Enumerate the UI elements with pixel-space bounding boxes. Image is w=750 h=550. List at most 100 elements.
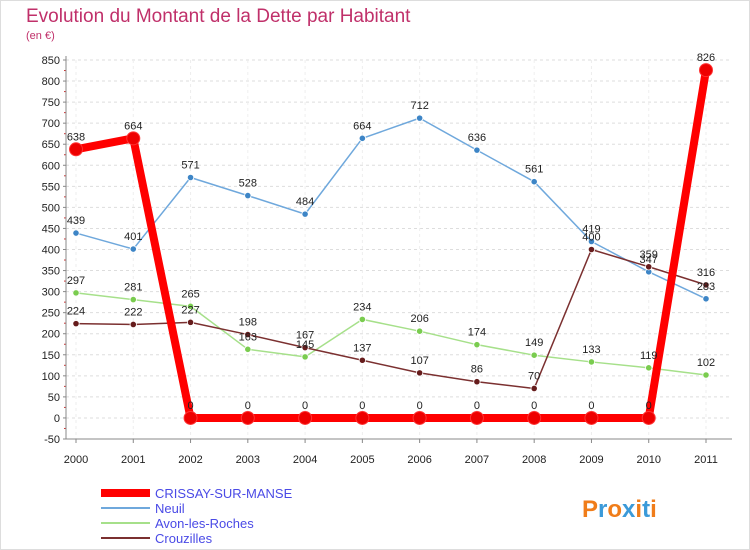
data-point	[298, 410, 313, 425]
data-point	[587, 358, 596, 366]
proxiti-logo: Proxiti	[582, 496, 657, 523]
data-label: 316	[697, 267, 715, 279]
y-tick-label: 250	[42, 308, 60, 320]
data-point	[416, 327, 424, 335]
data-label: 86	[471, 364, 483, 376]
data-point	[587, 237, 596, 246]
data-label: 571	[181, 159, 199, 171]
data-label: 419	[582, 223, 600, 235]
series-line	[75, 117, 707, 300]
logo-text: Proxiti	[582, 496, 657, 523]
data-point	[69, 142, 83, 157]
data-label: 0	[588, 400, 594, 412]
data-point	[416, 114, 424, 122]
logo-letter: P	[582, 496, 598, 523]
y-tick-label: 750	[42, 97, 60, 109]
y-tick-label: 550	[42, 181, 60, 193]
logo-letter: o	[607, 496, 622, 523]
data-label: 0	[531, 400, 537, 412]
data-point	[358, 134, 366, 142]
data-label: 281	[124, 282, 142, 294]
data-label: 167	[296, 330, 314, 342]
data-point	[702, 295, 710, 303]
data-point	[469, 410, 484, 425]
data-point	[244, 191, 252, 200]
y-tick-label: 0	[54, 413, 60, 425]
chart-title: Evolution du Montant de la Dette par Hab…	[26, 6, 411, 27]
y-tick-label: -50	[44, 434, 60, 446]
chart-subtitle: (en €)	[26, 30, 55, 42]
data-point	[244, 345, 252, 353]
y-tick-label: 700	[42, 118, 60, 130]
legend-label: Neuil	[155, 501, 185, 516]
data-label: 102	[697, 357, 715, 369]
x-tick-label: 2010	[636, 454, 660, 466]
data-label: 0	[187, 400, 193, 412]
x-tick-label: 2000	[64, 454, 88, 466]
data-point	[416, 369, 424, 377]
data-label: 826	[697, 52, 715, 64]
data-point	[527, 410, 542, 425]
series-line	[75, 248, 707, 390]
data-point	[473, 341, 481, 349]
data-label: 174	[468, 327, 486, 339]
data-label: 224	[67, 306, 85, 318]
data-point	[183, 410, 198, 425]
data-label: 145	[296, 339, 314, 351]
data-label: 664	[124, 120, 142, 132]
x-tick-label: 2002	[178, 454, 202, 466]
data-point	[126, 131, 141, 146]
data-label: 222	[124, 306, 142, 318]
data-point	[186, 173, 195, 182]
legend-label: Crouzilles	[155, 531, 213, 546]
data-point	[584, 410, 599, 425]
logo-letter: i	[635, 496, 642, 523]
data-point	[129, 245, 137, 253]
data-label: 149	[525, 337, 543, 349]
data-label: 0	[245, 400, 251, 412]
data-label: 0	[302, 400, 308, 412]
data-label: 528	[239, 178, 257, 190]
data-point	[645, 263, 653, 271]
data-point	[186, 302, 195, 310]
logo-letter: r	[598, 496, 607, 523]
series-layer	[69, 63, 713, 425]
y-tick-label: 150	[42, 350, 60, 362]
y-tick-label: 600	[42, 160, 60, 172]
y-tick-label: 50	[48, 392, 60, 404]
y-tick-label: 300	[42, 287, 60, 299]
x-tick-label: 2011	[694, 454, 718, 466]
data-label: 133	[582, 344, 600, 356]
data-label: 0	[646, 400, 652, 412]
y-tick-label: 200	[42, 329, 60, 341]
x-tick-label: 2005	[350, 454, 374, 466]
data-label: 400	[582, 232, 600, 244]
data-point	[530, 384, 538, 393]
x-tick-label: 2001	[121, 454, 145, 466]
x-tick-label: 2007	[465, 454, 489, 466]
data-label: 636	[468, 132, 486, 144]
data-label: 137	[353, 342, 371, 354]
x-axis-ticks: 2000 2001 2002 2003 2004 2005 2006 2007 2008 2009…	[64, 454, 718, 466]
data-point	[301, 210, 309, 218]
data-label: 0	[417, 400, 423, 412]
y-tick-label: 650	[42, 139, 60, 151]
data-point	[358, 315, 366, 324]
y-axis-ticks: -50 0 50 100 150 200 250 300 350 400 450 500 550 600 6…	[42, 55, 60, 446]
data-label: 206	[410, 313, 428, 325]
x-tick-label: 2009	[579, 454, 603, 466]
data-label: 712	[410, 100, 428, 112]
data-label: 0	[359, 400, 365, 412]
legend-label: Avon-les-Roches	[155, 516, 254, 531]
data-point	[645, 364, 653, 372]
data-point	[473, 378, 481, 386]
data-point	[699, 63, 713, 78]
data-label: 664	[353, 120, 371, 132]
data-point	[473, 146, 481, 154]
data-point	[702, 371, 710, 379]
data-label: 484	[296, 196, 314, 208]
data-point	[587, 245, 596, 254]
x-tick-label: 2004	[293, 454, 317, 466]
data-point	[186, 318, 195, 326]
y-tick-label: 800	[42, 76, 60, 88]
